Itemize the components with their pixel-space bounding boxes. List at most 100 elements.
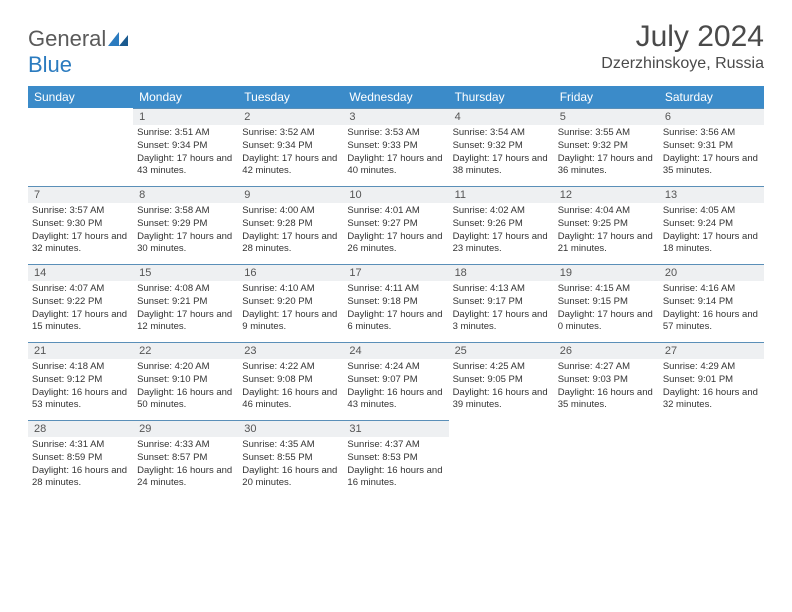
day-cell: 13Sunrise: 4:05 AMSunset: 9:24 PMDayligh…: [659, 186, 764, 264]
day-body: Sunrise: 3:58 AMSunset: 9:29 PMDaylight:…: [133, 203, 238, 262]
sunset-text: Sunset: 9:10 PM: [137, 374, 234, 387]
weekday-header: Tuesday: [238, 86, 343, 108]
sunset-text: Sunset: 9:08 PM: [242, 374, 339, 387]
sunset-text: Sunset: 9:03 PM: [558, 374, 655, 387]
day-body: Sunrise: 4:20 AMSunset: 9:10 PMDaylight:…: [133, 359, 238, 418]
day-body: Sunrise: 4:10 AMSunset: 9:20 PMDaylight:…: [238, 281, 343, 340]
daylight-text: Daylight: 16 hours and 53 minutes.: [32, 387, 129, 413]
sunrise-text: Sunrise: 3:53 AM: [347, 127, 444, 140]
day-number: 17: [343, 265, 448, 281]
day-body: Sunrise: 4:24 AMSunset: 9:07 PMDaylight:…: [343, 359, 448, 418]
day-number: 31: [343, 421, 448, 437]
sunset-text: Sunset: 9:22 PM: [32, 296, 129, 309]
day-number: 30: [238, 421, 343, 437]
sunrise-text: Sunrise: 4:15 AM: [558, 283, 655, 296]
calendar-cell: 6Sunrise: 3:56 AMSunset: 9:31 PMDaylight…: [659, 108, 764, 186]
daylight-text: Daylight: 17 hours and 6 minutes.: [347, 309, 444, 335]
day-number: 15: [133, 265, 238, 281]
day-body: Sunrise: 4:07 AMSunset: 9:22 PMDaylight:…: [28, 281, 133, 340]
calendar-cell: 10Sunrise: 4:01 AMSunset: 9:27 PMDayligh…: [343, 186, 448, 264]
calendar-cell: 31Sunrise: 4:37 AMSunset: 8:53 PMDayligh…: [343, 420, 448, 498]
day-body: Sunrise: 4:31 AMSunset: 8:59 PMDaylight:…: [28, 437, 133, 496]
sunrise-text: Sunrise: 4:00 AM: [242, 205, 339, 218]
daylight-text: Daylight: 16 hours and 46 minutes.: [242, 387, 339, 413]
day-number: 18: [449, 265, 554, 281]
daylight-text: Daylight: 17 hours and 36 minutes.: [558, 153, 655, 179]
day-body: Sunrise: 4:27 AMSunset: 9:03 PMDaylight:…: [554, 359, 659, 418]
header: General Blue July 2024 Dzerzhinskoye, Ru…: [28, 20, 764, 78]
daylight-text: Daylight: 16 hours and 24 minutes.: [137, 465, 234, 491]
day-number: 16: [238, 265, 343, 281]
day-number: 24: [343, 343, 448, 359]
sunset-text: Sunset: 9:27 PM: [347, 218, 444, 231]
day-number: 13: [659, 187, 764, 203]
sunrise-text: Sunrise: 4:11 AM: [347, 283, 444, 296]
location: Dzerzhinskoye, Russia: [601, 55, 764, 73]
sunrise-text: Sunrise: 4:13 AM: [453, 283, 550, 296]
day-body: Sunrise: 3:52 AMSunset: 9:34 PMDaylight:…: [238, 125, 343, 184]
day-body: Sunrise: 4:08 AMSunset: 9:21 PMDaylight:…: [133, 281, 238, 340]
sunset-text: Sunset: 9:21 PM: [137, 296, 234, 309]
calendar-cell: 24Sunrise: 4:24 AMSunset: 9:07 PMDayligh…: [343, 342, 448, 420]
day-cell: 6Sunrise: 3:56 AMSunset: 9:31 PMDaylight…: [659, 108, 764, 186]
calendar-cell: [659, 420, 764, 498]
daylight-text: Daylight: 16 hours and 16 minutes.: [347, 465, 444, 491]
day-cell: 1Sunrise: 3:51 AMSunset: 9:34 PMDaylight…: [133, 108, 238, 186]
day-cell: 26Sunrise: 4:27 AMSunset: 9:03 PMDayligh…: [554, 342, 659, 420]
sunset-text: Sunset: 8:59 PM: [32, 452, 129, 465]
day-cell: 11Sunrise: 4:02 AMSunset: 9:26 PMDayligh…: [449, 186, 554, 264]
sunrise-text: Sunrise: 4:27 AM: [558, 361, 655, 374]
day-cell: 29Sunrise: 4:33 AMSunset: 8:57 PMDayligh…: [133, 420, 238, 498]
day-body: Sunrise: 3:55 AMSunset: 9:32 PMDaylight:…: [554, 125, 659, 184]
day-cell: 5Sunrise: 3:55 AMSunset: 9:32 PMDaylight…: [554, 108, 659, 186]
day-number: 19: [554, 265, 659, 281]
sunrise-text: Sunrise: 4:29 AM: [663, 361, 760, 374]
daylight-text: Daylight: 17 hours and 12 minutes.: [137, 309, 234, 335]
daylight-text: Daylight: 17 hours and 35 minutes.: [663, 153, 760, 179]
logo-text-blue: Blue: [28, 52, 72, 77]
day-number: 10: [343, 187, 448, 203]
day-cell: 25Sunrise: 4:25 AMSunset: 9:05 PMDayligh…: [449, 342, 554, 420]
sunrise-text: Sunrise: 4:20 AM: [137, 361, 234, 374]
calendar-cell: 25Sunrise: 4:25 AMSunset: 9:05 PMDayligh…: [449, 342, 554, 420]
calendar-cell: 7Sunrise: 3:57 AMSunset: 9:30 PMDaylight…: [28, 186, 133, 264]
daylight-text: Daylight: 17 hours and 21 minutes.: [558, 231, 655, 257]
daylight-text: Daylight: 16 hours and 20 minutes.: [242, 465, 339, 491]
daylight-text: Daylight: 17 hours and 32 minutes.: [32, 231, 129, 257]
sunrise-text: Sunrise: 4:33 AM: [137, 439, 234, 452]
weekday-header: Friday: [554, 86, 659, 108]
calendar-cell: 20Sunrise: 4:16 AMSunset: 9:14 PMDayligh…: [659, 264, 764, 342]
calendar-cell: 8Sunrise: 3:58 AMSunset: 9:29 PMDaylight…: [133, 186, 238, 264]
day-number: 11: [449, 187, 554, 203]
day-body: Sunrise: 4:37 AMSunset: 8:53 PMDaylight:…: [343, 437, 448, 496]
sunset-text: Sunset: 9:33 PM: [347, 140, 444, 153]
sunset-text: Sunset: 9:15 PM: [558, 296, 655, 309]
sunrise-text: Sunrise: 4:05 AM: [663, 205, 760, 218]
weekday-header: Wednesday: [343, 86, 448, 108]
daylight-text: Daylight: 16 hours and 35 minutes.: [558, 387, 655, 413]
sunset-text: Sunset: 9:07 PM: [347, 374, 444, 387]
empty-cell: [28, 108, 133, 186]
daylight-text: Daylight: 16 hours and 57 minutes.: [663, 309, 760, 335]
sunset-text: Sunset: 9:31 PM: [663, 140, 760, 153]
weekday-header: Sunday: [28, 86, 133, 108]
calendar-cell: 5Sunrise: 3:55 AMSunset: 9:32 PMDaylight…: [554, 108, 659, 186]
day-cell: 18Sunrise: 4:13 AMSunset: 9:17 PMDayligh…: [449, 264, 554, 342]
daylight-text: Daylight: 17 hours and 3 minutes.: [453, 309, 550, 335]
day-body: Sunrise: 3:54 AMSunset: 9:32 PMDaylight:…: [449, 125, 554, 184]
sunset-text: Sunset: 9:18 PM: [347, 296, 444, 309]
sunrise-text: Sunrise: 4:25 AM: [453, 361, 550, 374]
day-cell: 7Sunrise: 3:57 AMSunset: 9:30 PMDaylight…: [28, 186, 133, 264]
day-body: Sunrise: 4:22 AMSunset: 9:08 PMDaylight:…: [238, 359, 343, 418]
sunrise-text: Sunrise: 4:18 AM: [32, 361, 129, 374]
sunset-text: Sunset: 9:29 PM: [137, 218, 234, 231]
day-number: 27: [659, 343, 764, 359]
calendar-cell: 26Sunrise: 4:27 AMSunset: 9:03 PMDayligh…: [554, 342, 659, 420]
calendar-cell: 18Sunrise: 4:13 AMSunset: 9:17 PMDayligh…: [449, 264, 554, 342]
day-cell: 20Sunrise: 4:16 AMSunset: 9:14 PMDayligh…: [659, 264, 764, 342]
calendar-cell: 27Sunrise: 4:29 AMSunset: 9:01 PMDayligh…: [659, 342, 764, 420]
sunrise-text: Sunrise: 4:02 AM: [453, 205, 550, 218]
day-number: 5: [554, 109, 659, 125]
daylight-text: Daylight: 17 hours and 26 minutes.: [347, 231, 444, 257]
calendar-cell: [28, 108, 133, 186]
